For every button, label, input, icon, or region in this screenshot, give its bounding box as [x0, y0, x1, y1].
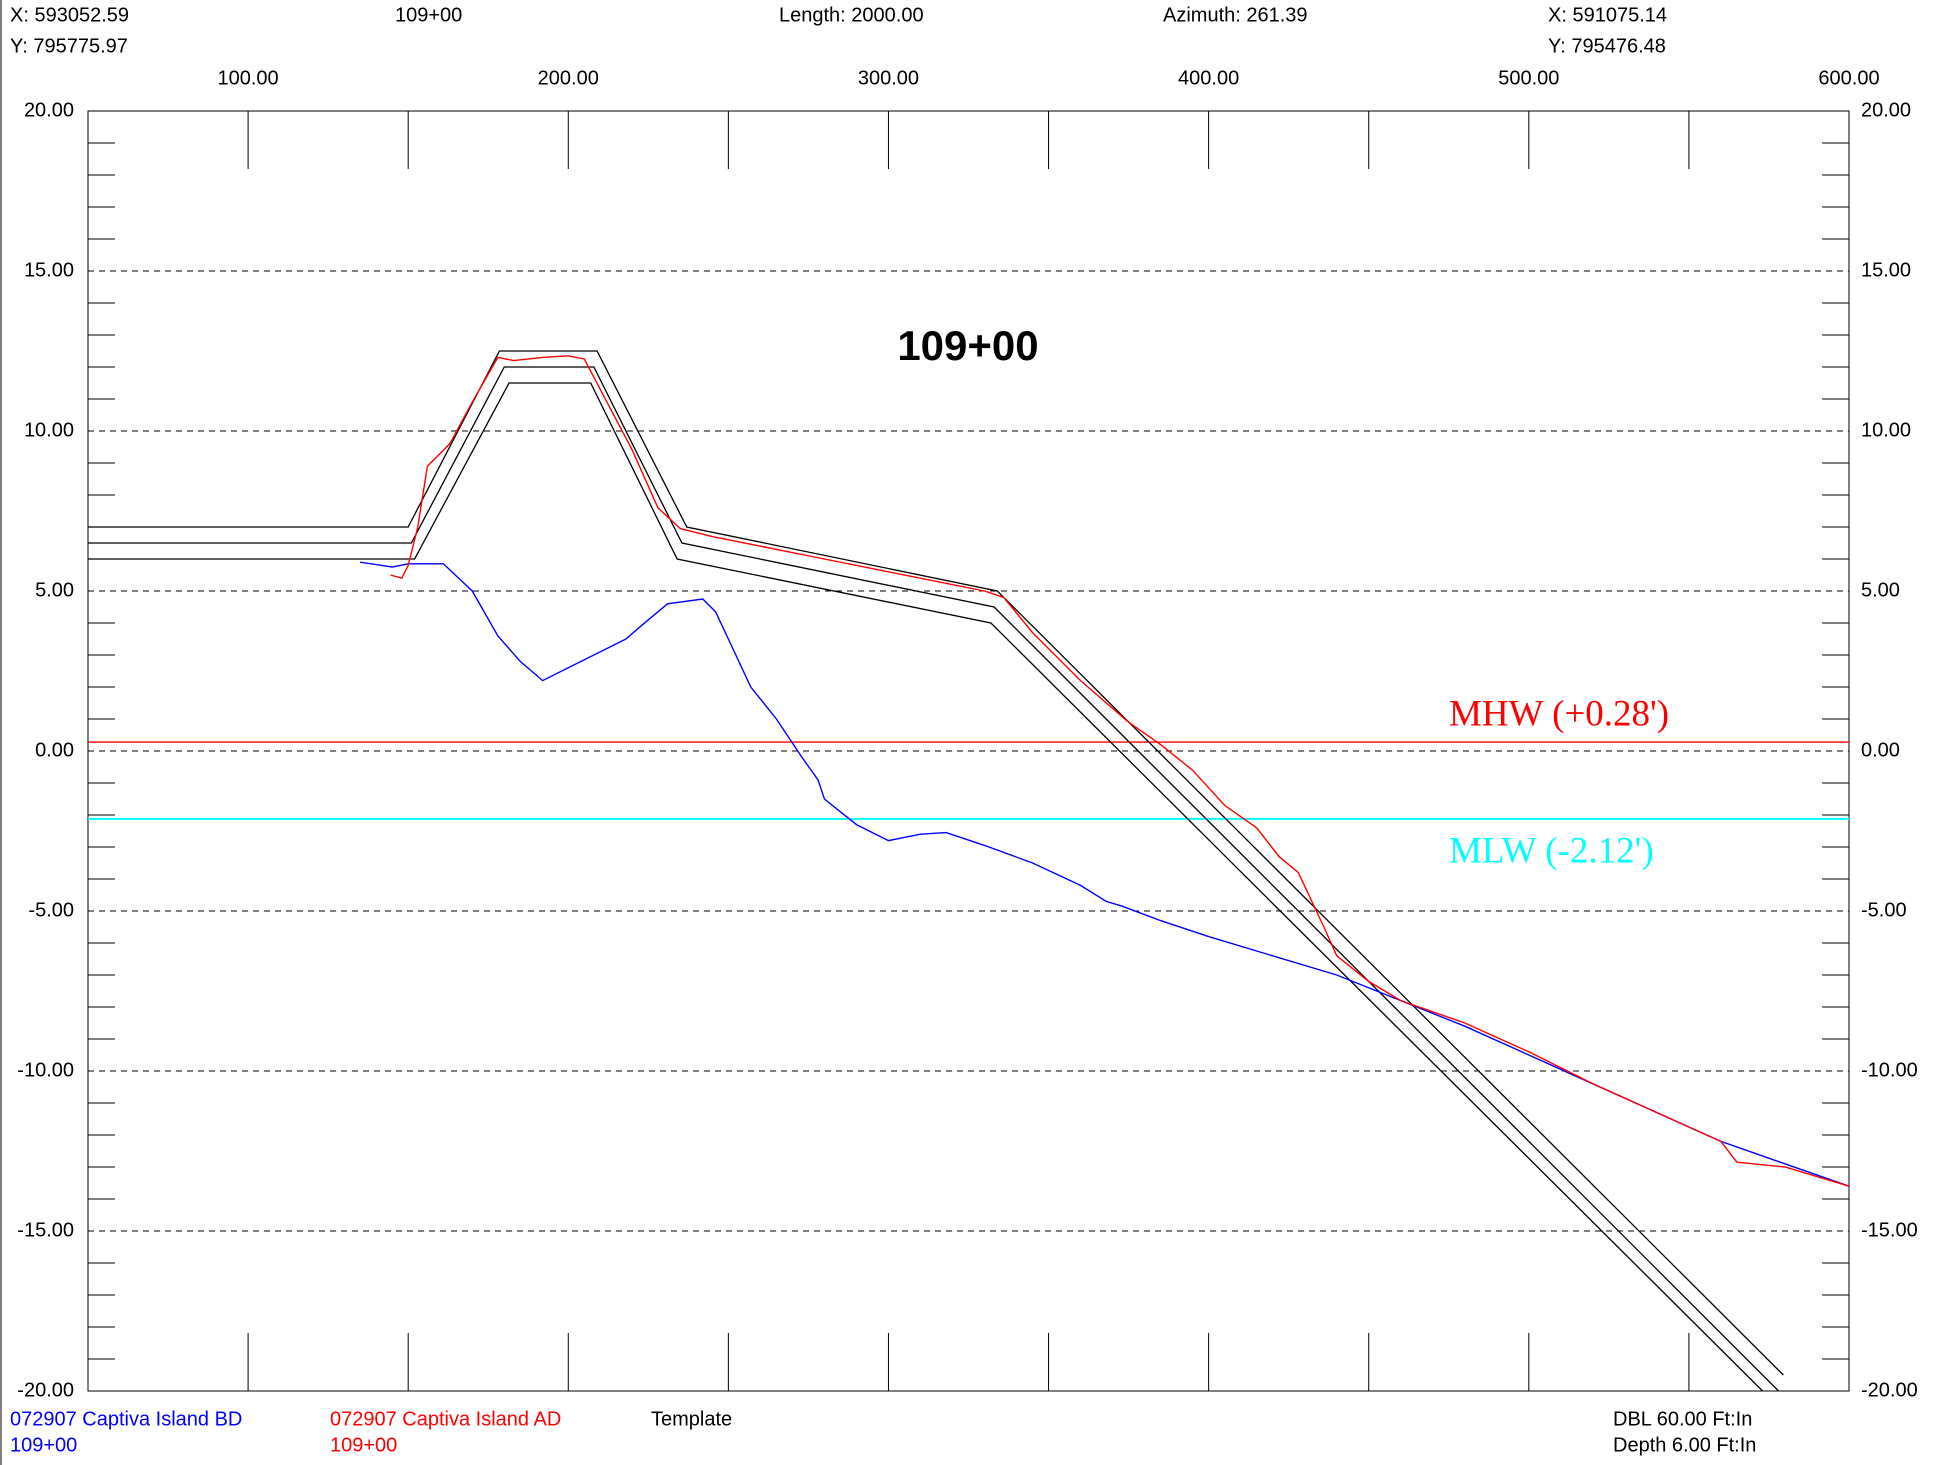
- y-tick-label-left: 0.00: [35, 739, 74, 761]
- x-tick-label: 500.00: [1498, 67, 1559, 89]
- y-tick-label-right: -5.00: [1861, 899, 1907, 921]
- header-left-y: Y: 795775.97: [10, 35, 128, 57]
- y-tick-label-right: -15.00: [1861, 1219, 1918, 1241]
- y-tick-label-right: 20.00: [1861, 99, 1911, 121]
- header-length: Length: 2000.00: [779, 4, 924, 26]
- x-tick-label: 400.00: [1178, 67, 1239, 89]
- y-tick-label-right: -20.00: [1861, 1379, 1918, 1401]
- template-line: [88, 366, 1780, 1392]
- header-azimuth: Azimuth: 261.39: [1163, 4, 1308, 26]
- x-tick-label: 200.00: [538, 67, 599, 89]
- y-tick-label-left: -15.00: [17, 1219, 74, 1241]
- x-tick-label: 300.00: [858, 67, 919, 89]
- y-tick-label-left: -20.00: [17, 1379, 74, 1401]
- header-right-x: X: 591075.14: [1548, 4, 1667, 26]
- template-line: [88, 350, 1784, 1376]
- legend-ad-name: 072907 Captiva Island AD: [330, 1408, 561, 1430]
- y-tick-label-right: 15.00: [1861, 259, 1911, 281]
- note-dbl: DBL 60.00 Ft:In: [1613, 1408, 1752, 1430]
- y-tick-label-right: 10.00: [1861, 419, 1911, 441]
- legend-bd-station: 109+00: [10, 1434, 77, 1456]
- y-tick-label-left: -5.00: [28, 899, 74, 921]
- template-line: [88, 382, 1764, 1392]
- y-tick-label-right: 0.00: [1861, 739, 1900, 761]
- y-tick-label-left: 20.00: [24, 99, 74, 121]
- plot-frame: [87, 110, 1850, 1392]
- reference-label: MHW (+0.28'): [1449, 693, 1669, 734]
- reference-label: MLW (-2.12'): [1449, 830, 1654, 871]
- x-tick-label: 100.00: [218, 67, 279, 89]
- legend-bd-name: 072907 Captiva Island BD: [10, 1408, 242, 1430]
- header-left-x: X: 593052.59: [10, 4, 129, 26]
- header-right-y: Y: 795476.48: [1548, 35, 1666, 57]
- header-station: 109+00: [395, 4, 462, 26]
- y-tick-label-left: -10.00: [17, 1059, 74, 1081]
- y-tick-label-right: -10.00: [1861, 1059, 1918, 1081]
- legend-template: Template: [651, 1408, 732, 1430]
- y-tick-label-left: 15.00: [24, 259, 74, 281]
- legend-ad-station: 109+00: [330, 1434, 397, 1456]
- y-tick-label-left: 10.00: [24, 419, 74, 441]
- y-tick-label-right: 5.00: [1861, 579, 1900, 601]
- y-tick-label-left: 5.00: [35, 579, 74, 601]
- note-depth: Depth 6.00 Ft:In: [1613, 1434, 1756, 1456]
- profile-line: [390, 355, 1850, 1187]
- chart-title: 109+00: [897, 322, 1038, 369]
- x-tick-label: 600.00: [1818, 67, 1879, 89]
